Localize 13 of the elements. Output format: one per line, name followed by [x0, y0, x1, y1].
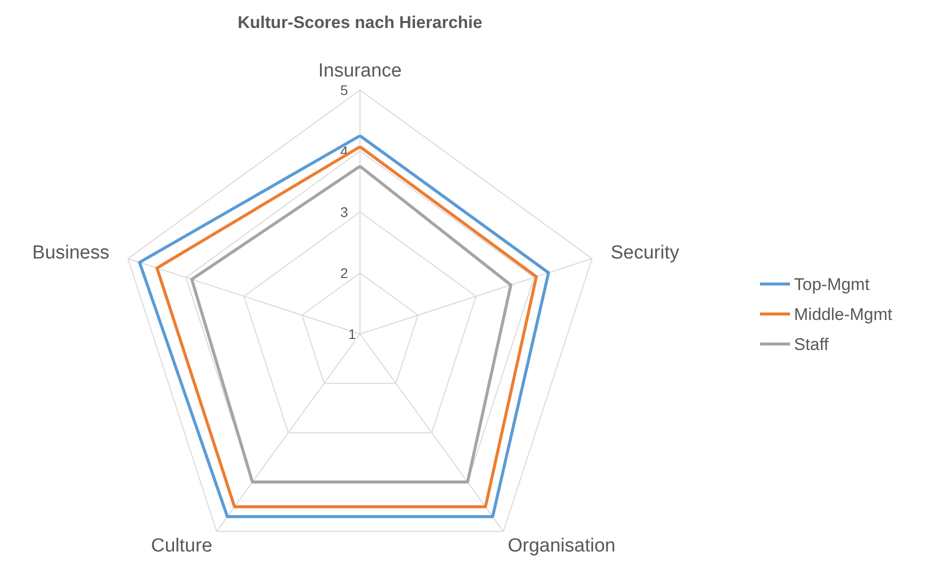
spoke-label: Security	[610, 242, 680, 264]
spoke-label: Culture	[151, 535, 212, 556]
legend-label: Staff	[794, 335, 829, 354]
spoke-label: Organisation	[508, 535, 616, 556]
y-tick-label: 3	[340, 204, 348, 220]
spoke-label: Business	[32, 242, 110, 264]
legend-label: Middle-Mgmt	[794, 305, 893, 324]
chart-title: Kultur-Scores nach Hierarchie	[238, 13, 482, 32]
y-tick-label: 2	[340, 265, 348, 281]
y-tick-label: 5	[340, 82, 348, 98]
spoke-label: Insurance	[318, 60, 402, 82]
y-tick-label: 1	[348, 326, 356, 342]
legend-label: Top-Mgmt	[794, 275, 870, 294]
